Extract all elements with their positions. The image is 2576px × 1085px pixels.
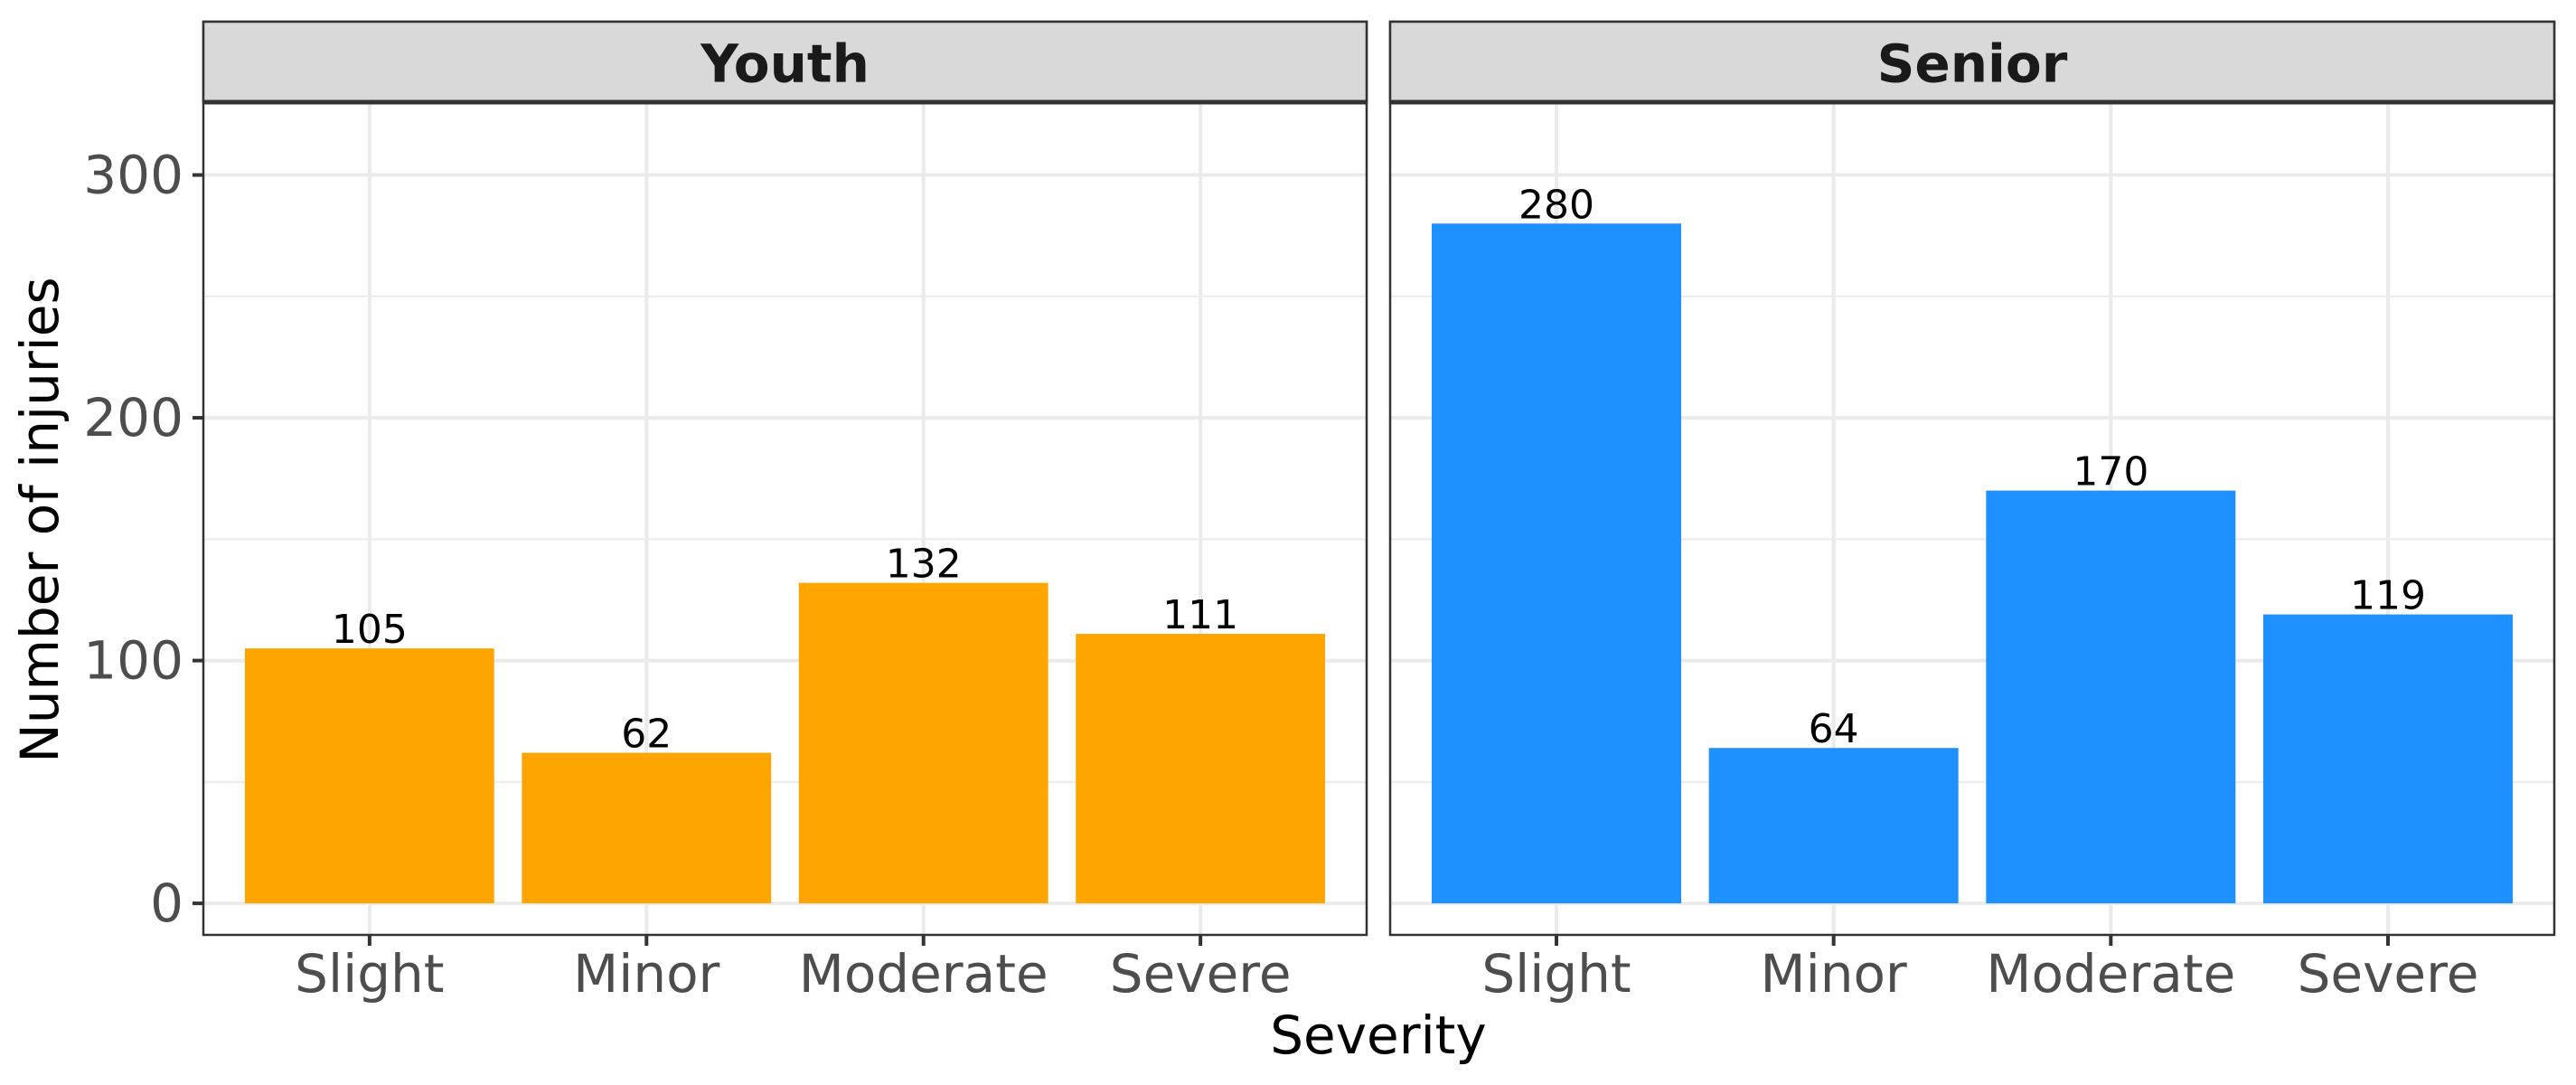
bar-minor	[1708, 748, 1959, 904]
bar-value-label: 132	[886, 542, 962, 588]
x-tick-label: Slight	[1481, 943, 1631, 1005]
x-tick-label: Severe	[1110, 943, 1292, 1005]
x-tick-label: Moderate	[1986, 943, 2235, 1005]
bar-severe	[2263, 614, 2513, 904]
bar-minor	[522, 752, 772, 904]
bar-value-label: 111	[1162, 592, 1238, 638]
bar-value-label: 170	[2073, 449, 2148, 495]
x-tick-label: Minor	[573, 943, 719, 1005]
bar-moderate	[1986, 490, 2236, 904]
y-tick-label: 200	[83, 387, 183, 448]
bar-value-label: 280	[1518, 182, 1594, 228]
facet-strip-label: Youth	[700, 33, 870, 95]
bar-moderate	[798, 582, 1048, 904]
x-tick-label: Severe	[2298, 943, 2479, 1005]
y-tick-label: 100	[83, 630, 183, 692]
bar-value-label: 105	[332, 607, 408, 653]
facet-strip	[202, 20, 1368, 104]
bar-severe	[1076, 634, 1326, 904]
facet-panel-youth: 105 62 132 111 Youth Slight Minor Moderate Sever…	[202, 20, 1368, 1005]
x-tick-label: Minor	[1761, 943, 1907, 1005]
bar-slight	[1432, 223, 1681, 904]
facet-strip-label: Senior	[1877, 33, 2068, 95]
x-axis-title: Severity	[1270, 1005, 1487, 1066]
y-tick-label: 0	[150, 873, 183, 934]
x-tick-label: Slight	[295, 943, 444, 1005]
facet-panel-senior: 280 64 170 119 Senior Slight Minor Moderate Seve…	[1388, 20, 2556, 1005]
bar-value-label: 64	[1809, 706, 1859, 752]
bar-slight	[244, 648, 494, 904]
bar-value-label: 119	[2350, 573, 2426, 619]
y-axis-title: Number of injuries	[9, 277, 71, 762]
facet-strip	[1388, 20, 2556, 104]
y-tick-label: 300	[83, 145, 183, 206]
x-tick-label: Moderate	[799, 943, 1048, 1005]
bar-value-label: 62	[621, 712, 672, 758]
